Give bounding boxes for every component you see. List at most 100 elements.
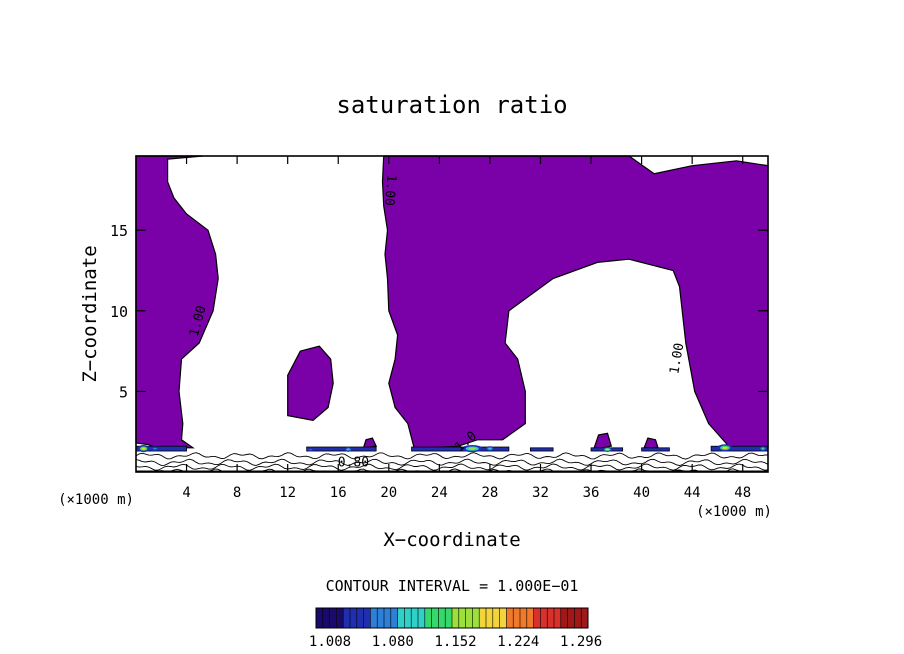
- region-central-plume: [381, 155, 769, 449]
- colorbar-cell-20: [452, 608, 459, 628]
- hotspot-core-3: [347, 448, 350, 451]
- x-tick-label-8: 8: [233, 485, 241, 501]
- region-left-column: [135, 155, 219, 451]
- y-tick-label-5: 5: [119, 383, 128, 401]
- x-tick-label-36: 36: [583, 485, 600, 501]
- colorbar-cell-24: [479, 608, 486, 628]
- colorbar-cell-3: [336, 608, 344, 628]
- colorbar-cell-0: [316, 608, 323, 628]
- colorbar: [315, 607, 589, 629]
- x-tick-label-4: 4: [182, 485, 190, 501]
- colorbar-cell-17: [431, 608, 439, 628]
- colorbar-tick-4: 1.296: [560, 634, 602, 650]
- x-tick-label-32: 32: [532, 485, 549, 501]
- hotspot-core-8: [761, 447, 765, 450]
- hotspot-core-0: [141, 447, 146, 450]
- colorbar-cell-32: [533, 608, 541, 628]
- y-axis-ticks: 5 10 15: [110, 222, 768, 401]
- colorbar-cell-27: [499, 608, 507, 628]
- x-tick-label-48: 48: [734, 485, 751, 501]
- isoline-0: [135, 452, 768, 460]
- colorbar-cell-14: [411, 608, 418, 628]
- colorbar-cell-1: [322, 608, 330, 628]
- colorbar-cell-9: [377, 608, 384, 628]
- x-tick-label-28: 28: [481, 485, 498, 501]
- colorbar-cell-15: [418, 608, 425, 628]
- plot-frame: [135, 155, 769, 473]
- colorbar-tick-3: 1.224: [497, 634, 539, 650]
- contour-label-2: 1.00: [667, 342, 687, 375]
- colorbar-cell-37: [567, 608, 575, 628]
- surface-strip-3: [529, 447, 554, 452]
- colorbar-cell-8: [370, 608, 378, 628]
- colorbar-cell-13: [404, 608, 412, 628]
- x-axis-label: X−coordinate: [383, 529, 520, 551]
- colorbar-cell-25: [486, 608, 493, 628]
- colorbar-tick-1: 1.080: [372, 634, 414, 650]
- colorbar-cell-10: [384, 608, 391, 628]
- colored-hotspots: [137, 444, 767, 453]
- colorbar-tick-0: 1.008: [309, 634, 351, 650]
- x-axis-ticks: 4 8 12 16 20 24 28 32 36 40 44 48: [182, 156, 751, 501]
- isoline-1: [135, 458, 769, 466]
- y-tick-label-10: 10: [110, 303, 128, 321]
- colorbar-cell-21: [458, 608, 466, 628]
- region-blob-37: [592, 432, 613, 451]
- x-tick-label-20: 20: [380, 485, 397, 501]
- surface-strip-2: [411, 446, 510, 452]
- hotspot-core-1: [152, 447, 157, 450]
- colorbar-cell-11: [390, 608, 398, 628]
- colorbar-cell-33: [540, 608, 548, 628]
- y-tick-label-15: 15: [110, 222, 128, 240]
- colorbar-cell-22: [465, 608, 473, 628]
- region-middle-blob: [287, 345, 334, 422]
- region-blob-18: [362, 437, 378, 449]
- region-blob-40: [643, 437, 659, 449]
- colorbar-cell-28: [506, 608, 514, 628]
- colorbar-cell-35: [554, 608, 561, 628]
- contour-interval-text: CONTOUR INTERVAL = 1.000E−01: [326, 577, 579, 595]
- hotspot-core-5: [488, 447, 492, 450]
- colorbar-cell-12: [397, 608, 405, 628]
- contour-label-1: 1.00: [381, 174, 399, 207]
- contour-label-3: 0.80: [338, 455, 369, 470]
- near-surface-isolines: [135, 452, 769, 472]
- colorbar-cell-36: [560, 608, 568, 628]
- x-unit-label-right: (×1000 m): [696, 504, 772, 520]
- colorbar-tick-labels: 1.008 1.080 1.152 1.224 1.296: [309, 634, 602, 650]
- colorbar-cell-4: [343, 608, 350, 628]
- isoline-2: [135, 463, 769, 471]
- x-tick-label-16: 16: [330, 485, 347, 501]
- colorbar-cell-39: [581, 608, 588, 628]
- colorbar-cell-26: [492, 608, 500, 628]
- colorbar-cell-16: [424, 608, 432, 628]
- colorbar-frame: [315, 607, 589, 629]
- colorbar-cell-29: [513, 608, 520, 628]
- colorbar-cell-2: [329, 608, 337, 628]
- chart-title: saturation ratio: [336, 91, 567, 119]
- colorbar-cell-7: [363, 608, 371, 628]
- y-axis-label: Z−coordinate: [79, 245, 101, 382]
- colorbar-tick-2: 1.152: [434, 634, 476, 650]
- hotspot-core-6: [605, 448, 610, 451]
- colorbar-cell-23: [472, 608, 480, 628]
- contour-regions: [135, 155, 769, 452]
- colorbar-cell-38: [574, 608, 582, 628]
- x-tick-label-40: 40: [633, 485, 650, 501]
- hotspot-core-4: [468, 447, 476, 450]
- colorbar-cell-34: [547, 608, 554, 628]
- colorbar-cell-30: [520, 608, 527, 628]
- x-tick-label-12: 12: [279, 485, 296, 501]
- x-unit-label-left: (×1000 m): [58, 492, 134, 508]
- colorbar-cell-5: [350, 608, 357, 628]
- surface-strip-1: [306, 446, 377, 452]
- colorbar-cell-18: [438, 608, 446, 628]
- hotspot-core-7: [722, 446, 728, 449]
- hotspot-core-2: [309, 448, 312, 451]
- colorbar-cell-19: [445, 608, 452, 628]
- colorbar-cell-6: [356, 608, 364, 628]
- x-tick-label-24: 24: [431, 485, 448, 501]
- x-tick-label-44: 44: [684, 485, 701, 501]
- surface-strip-5: [641, 447, 670, 452]
